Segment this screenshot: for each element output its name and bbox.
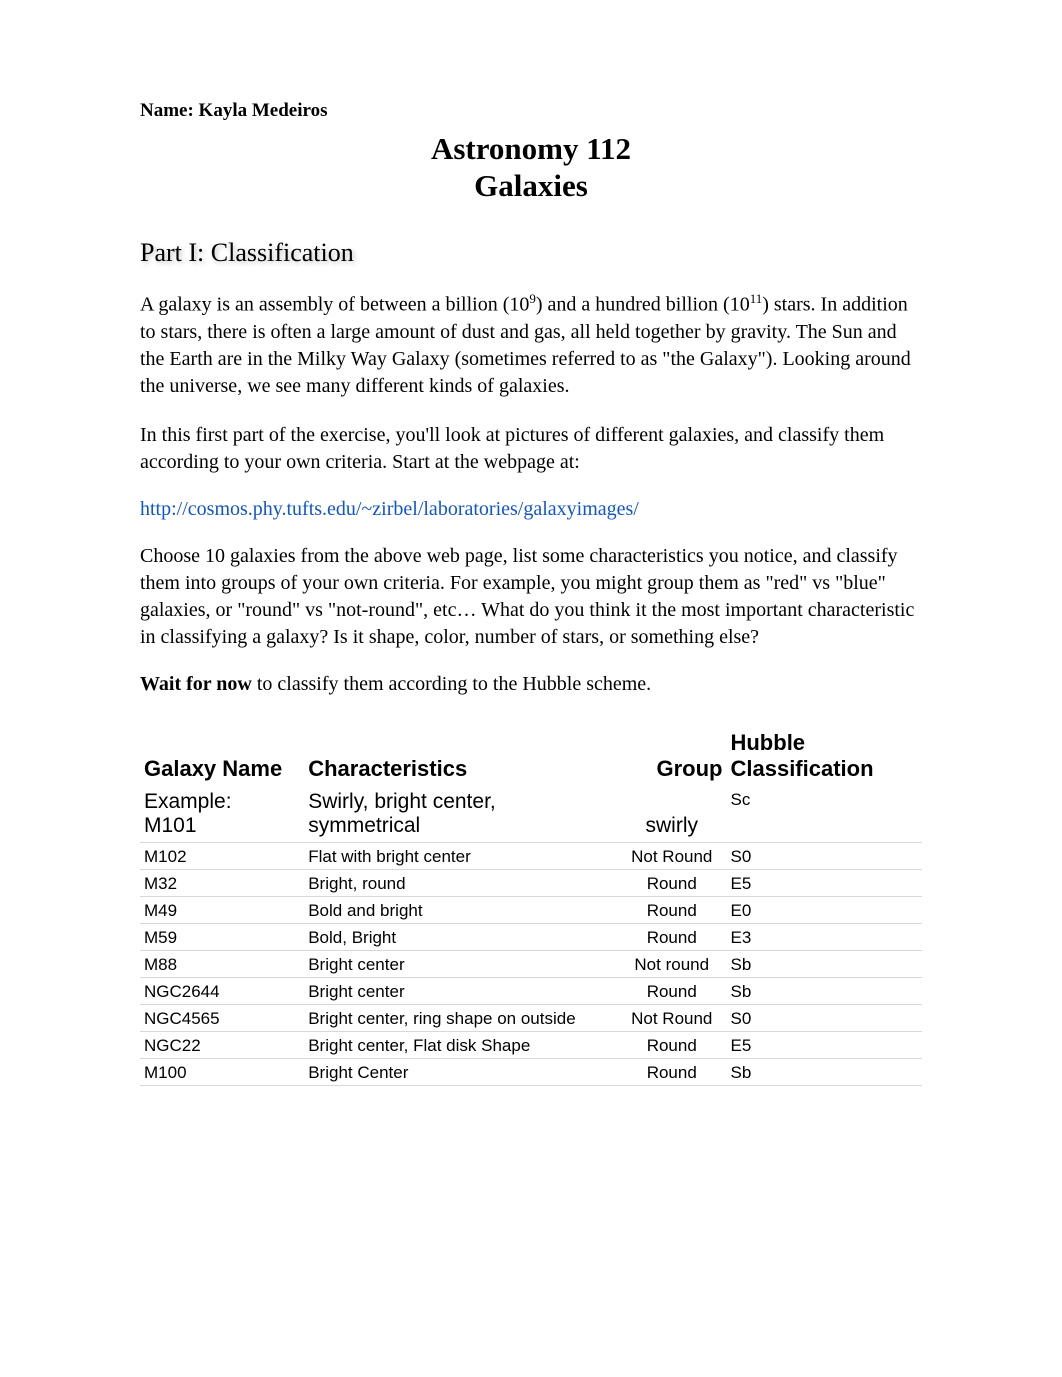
section-heading: Part I: Classification <box>140 238 922 268</box>
cell-characteristics: Bright Center <box>304 1059 617 1086</box>
table-row: M100Bright CenterRoundSb <box>140 1059 922 1086</box>
cell-galaxy-name: NGC4565 <box>140 1005 304 1032</box>
table-row: M49Bold and brightRoundE0 <box>140 897 922 924</box>
table-row: M59Bold, BrightRoundE3 <box>140 924 922 951</box>
cell-group: Round <box>617 870 726 897</box>
cell-group: Not Round <box>617 843 726 870</box>
wait-rest: to classify them according to the Hubble… <box>252 673 651 695</box>
cell-hubble: S0 <box>726 1005 922 1032</box>
th-hubble: Hubble Classification <box>726 724 922 786</box>
para1-mid: ) and a hundred billion (10 <box>536 294 750 316</box>
cell-group: Round <box>617 1032 726 1059</box>
example-characteristics: Swirly, bright center, symmetrical <box>304 786 617 843</box>
th-galaxy-name: Galaxy Name <box>140 724 304 786</box>
cell-hubble: E3 <box>726 924 922 951</box>
cell-galaxy-name: M88 <box>140 951 304 978</box>
cell-group: Not round <box>617 951 726 978</box>
cell-galaxy-name: M100 <box>140 1059 304 1086</box>
example-name: Example: M101 <box>140 786 304 843</box>
table-example-row: Example: M101 Swirly, bright center, sym… <box>140 786 922 843</box>
table-row: NGC4565Bright center, ring shape on outs… <box>140 1005 922 1032</box>
cell-hubble: Sb <box>726 1059 922 1086</box>
cell-characteristics: Bright center <box>304 978 617 1005</box>
cell-galaxy-name: M32 <box>140 870 304 897</box>
cell-galaxy-name: M49 <box>140 897 304 924</box>
student-name: Name: Kayla Medeiros <box>140 100 922 122</box>
cell-galaxy-name: M102 <box>140 843 304 870</box>
cell-hubble: Sb <box>726 978 922 1005</box>
cell-galaxy-name: M59 <box>140 924 304 951</box>
table-row: M32Bright, roundRoundE5 <box>140 870 922 897</box>
cell-characteristics: Bold and bright <box>304 897 617 924</box>
cell-characteristics: Bold, Bright <box>304 924 617 951</box>
table-header-row: Galaxy Name Characteristics Group Hubble… <box>140 724 922 786</box>
cell-group: Not Round <box>617 1005 726 1032</box>
instructions-paragraph: Choose 10 galaxies from the above web pa… <box>140 543 922 651</box>
para1-pre: A galaxy is an assembly of between a bil… <box>140 294 529 316</box>
cell-characteristics: Bright center <box>304 951 617 978</box>
cell-galaxy-name: NGC2644 <box>140 978 304 1005</box>
resource-link[interactable]: http://cosmos.phy.tufts.edu/~zirbel/labo… <box>140 498 922 521</box>
cell-hubble: Sb <box>726 951 922 978</box>
para1-sup2: 11 <box>750 291 763 306</box>
cell-characteristics: Bright, round <box>304 870 617 897</box>
example-group: swirly <box>617 786 726 843</box>
wait-bold: Wait for now <box>140 673 252 695</box>
course-title: Astronomy 112 <box>140 130 922 167</box>
cell-hubble: S0 <box>726 843 922 870</box>
th-group: Group <box>617 724 726 786</box>
cell-group: Round <box>617 978 726 1005</box>
cell-group: Round <box>617 897 726 924</box>
cell-characteristics: Flat with bright center <box>304 843 617 870</box>
cell-characteristics: Bright center, Flat disk Shape <box>304 1032 617 1059</box>
cell-hubble: E0 <box>726 897 922 924</box>
cell-hubble: E5 <box>726 1032 922 1059</box>
table-row: M88Bright centerNot roundSb <box>140 951 922 978</box>
cell-group: Round <box>617 1059 726 1086</box>
cell-hubble: E5 <box>726 870 922 897</box>
th-characteristics: Characteristics <box>304 724 617 786</box>
intro-paragraph-1: A galaxy is an assembly of between a bil… <box>140 290 922 400</box>
cell-galaxy-name: NGC22 <box>140 1032 304 1059</box>
doc-subtitle: Galaxies <box>140 167 922 204</box>
wait-instruction: Wait for now to classify them according … <box>140 673 922 696</box>
table-row: NGC22Bright center, Flat disk ShapeRound… <box>140 1032 922 1059</box>
cell-characteristics: Bright center, ring shape on outside <box>304 1005 617 1032</box>
cell-group: Round <box>617 924 726 951</box>
galaxy-table: Galaxy Name Characteristics Group Hubble… <box>140 724 922 1086</box>
table-row: NGC2644Bright centerRoundSb <box>140 978 922 1005</box>
table-row: M102Flat with bright centerNot RoundS0 <box>140 843 922 870</box>
example-hubble: Sc <box>726 786 922 843</box>
intro-paragraph-2: In this first part of the exercise, you'… <box>140 422 922 476</box>
